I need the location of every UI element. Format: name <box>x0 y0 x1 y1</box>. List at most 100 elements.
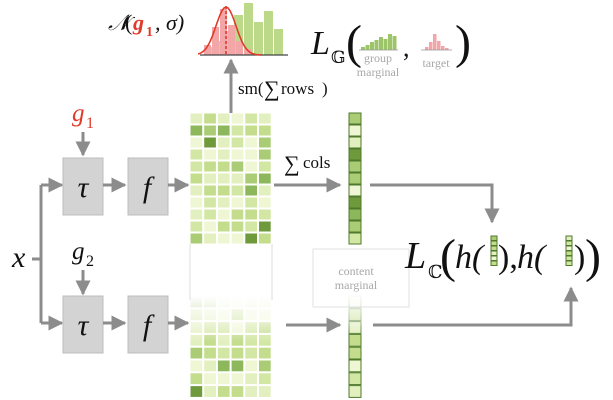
matrix-cell <box>216 112 231 125</box>
svg-text:rows: rows <box>281 79 314 98</box>
tau-label-bottom: τ <box>78 309 90 342</box>
matrix-cell <box>189 359 204 373</box>
matrix-cell <box>203 385 217 398</box>
matrix-cell <box>203 196 217 209</box>
svg-text:): ) <box>455 16 471 69</box>
content-marginal-glyph-2 <box>565 235 573 266</box>
group-histogram <box>197 3 288 56</box>
matrix-cell <box>244 172 259 185</box>
column-cell <box>348 196 362 209</box>
matrix-cell <box>230 196 245 209</box>
matrix-cell <box>244 136 259 149</box>
column-bottom-fade <box>346 294 364 336</box>
matrix-cell <box>258 220 272 233</box>
mini-column-cell <box>490 240 498 246</box>
matrix-cell <box>244 220 259 233</box>
column-cell <box>348 359 362 373</box>
matrix-cell <box>258 136 272 149</box>
column-cell <box>348 112 362 125</box>
matrix-cell <box>230 124 245 137</box>
matrix-cell <box>216 136 231 149</box>
matrix-cell <box>258 172 272 185</box>
matrix-cell <box>230 346 245 360</box>
matrix-cell <box>244 359 259 373</box>
matrix-cell <box>216 385 231 398</box>
matrix-cell <box>230 359 245 373</box>
mini-bar-green <box>361 47 365 50</box>
matrix-cell <box>216 196 231 209</box>
mini-column-cell <box>490 255 498 261</box>
matrix-cell <box>189 385 204 398</box>
mini-bar-pink <box>437 41 441 50</box>
matrix-cell <box>203 359 217 373</box>
group-loss: L 𝔾 ( , ) <box>310 16 471 69</box>
arrow-column-top-to-loss <box>370 183 500 224</box>
svg-text:g: g <box>72 100 85 127</box>
svg-text:g: g <box>72 238 85 265</box>
matrix-cell <box>216 124 231 137</box>
matrix-cell <box>216 208 231 221</box>
histogram-bar-pink <box>212 27 219 55</box>
content-loss: L ℂ ( h( ), h( ) ) <box>404 230 601 283</box>
normal-distribution-label: 𝒩 ( g 1 , σ) <box>108 10 184 40</box>
matrix-cell <box>230 208 245 221</box>
histogram-bar-green <box>254 22 263 55</box>
matrix-cell <box>230 220 245 233</box>
column-cell <box>348 184 362 197</box>
matrix-cell <box>203 112 217 125</box>
tau-block-bottom <box>62 295 104 354</box>
mini-bar-pink <box>441 46 445 50</box>
column-cell <box>348 160 362 173</box>
column-cell <box>348 372 362 386</box>
mini-bar-pink <box>445 48 449 50</box>
matrix-cell <box>230 184 245 197</box>
tau-label-top: τ <box>78 171 90 204</box>
matrix-cell <box>216 232 231 245</box>
svg-text:sm(: sm( <box>238 79 264 98</box>
column-cell <box>348 333 362 347</box>
histogram-bar-pink <box>236 41 243 55</box>
svg-text:2: 2 <box>86 253 94 270</box>
column-cell <box>348 172 362 185</box>
matrix-cell <box>203 232 217 245</box>
matrix-cell <box>216 172 231 185</box>
matrix-cell <box>258 385 272 398</box>
matrix-cell <box>203 346 217 360</box>
column-cell <box>348 346 362 360</box>
matrix-cell <box>258 196 272 209</box>
matrix-cell <box>216 184 231 197</box>
target-caption: target <box>422 56 450 70</box>
matrix-cell <box>189 172 204 185</box>
mini-column-cell <box>490 260 498 266</box>
mini-bar-green <box>370 42 374 50</box>
histogram-bar-green <box>274 29 283 55</box>
matrix-cell <box>244 160 259 173</box>
content-marginal-caption: content marginal <box>335 264 378 292</box>
matrix-cell <box>203 208 217 221</box>
column-cell <box>348 208 362 221</box>
matrix-cell <box>230 232 245 245</box>
matrix-cell <box>258 112 272 125</box>
column-cell <box>348 124 362 137</box>
matrix-cell <box>203 184 217 197</box>
normal-curve <box>197 6 262 56</box>
matrix-cell <box>244 385 259 398</box>
matrix-cell <box>258 232 272 245</box>
content-marginal-glyph-1 <box>490 235 498 266</box>
mini-bar-green <box>383 39 388 50</box>
histogram-bar-pink <box>244 49 251 55</box>
mini-bar-green <box>365 45 370 50</box>
mini-bar-green <box>388 34 392 50</box>
svg-text:1: 1 <box>86 115 94 132</box>
matrix-cell <box>230 112 245 125</box>
matrix-cell <box>244 196 259 209</box>
svg-text:),: ), <box>498 239 518 276</box>
matrix-cell <box>258 148 272 161</box>
matrix-cell <box>244 346 259 360</box>
matrix-cell <box>189 208 204 221</box>
mini-bar-green <box>379 37 383 50</box>
histogram-bar-green <box>264 11 273 55</box>
matrix-cell <box>203 124 217 137</box>
matrix-cell <box>203 160 217 173</box>
